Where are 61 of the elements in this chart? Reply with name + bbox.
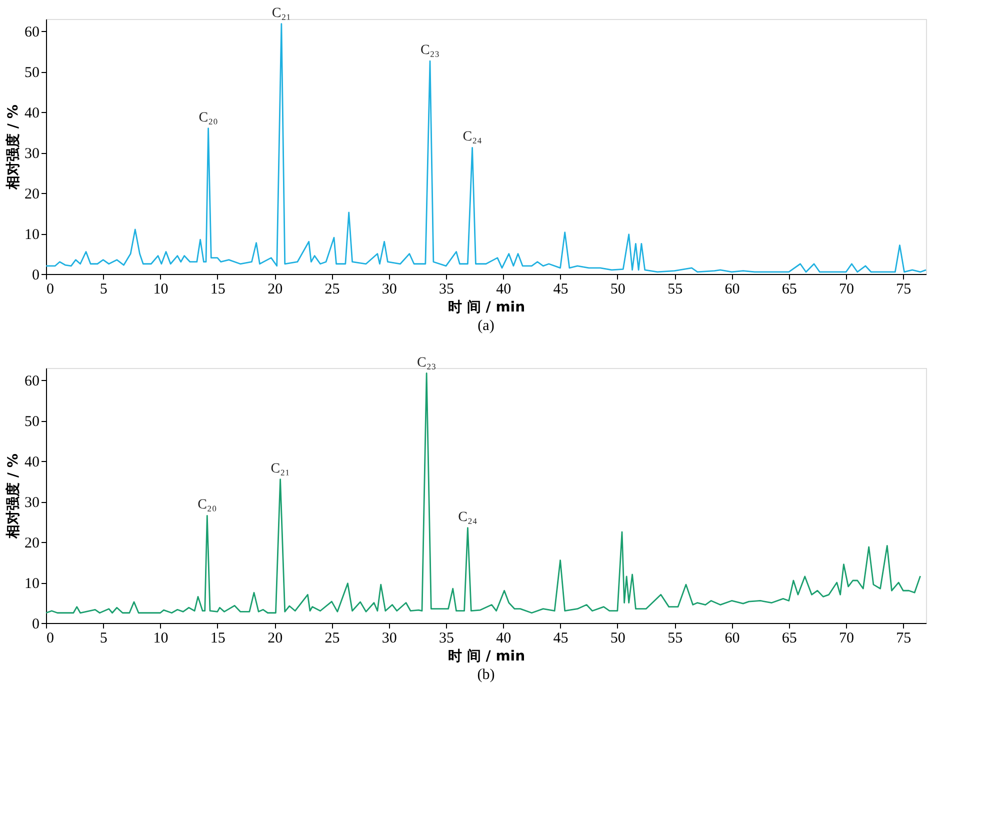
x-tick-label: 15 xyxy=(210,282,226,298)
x-tick-label: 70 xyxy=(839,630,854,646)
annotation: C₂₃ xyxy=(417,355,436,370)
x-tick-label: 55 xyxy=(668,630,683,646)
annotation: C₂₁ xyxy=(270,461,290,476)
x-tick-label: 20 xyxy=(268,630,283,646)
text: (a) xyxy=(478,318,494,334)
annotation: C₂₄ xyxy=(462,130,482,145)
y-tick-label: 60 xyxy=(24,374,40,390)
x-tick-label: 5 xyxy=(100,630,108,646)
x-tick-label: 70 xyxy=(839,282,854,298)
x-tick-label: 65 xyxy=(782,282,797,298)
y-tick-label: 10 xyxy=(24,576,40,592)
x-tick-label: 25 xyxy=(324,630,340,646)
y-tick-label: 30 xyxy=(24,495,40,512)
x-tick-label: 20 xyxy=(268,282,283,298)
x-tick-label: 45 xyxy=(553,282,568,298)
annotation: C₂₀ xyxy=(198,110,218,126)
y-tick-label: 0 xyxy=(32,268,40,284)
annotation: C₂₄ xyxy=(458,510,478,525)
x-tick-label: 40 xyxy=(496,630,512,646)
line-series xyxy=(45,372,921,614)
x-tick-label: 30 xyxy=(382,630,397,646)
x-tick-label: 60 xyxy=(724,630,740,646)
x-tick-label: 5 xyxy=(100,282,108,298)
annotation: C₂₁ xyxy=(272,6,291,21)
x-tick-label: 45 xyxy=(553,630,568,646)
x-tick-label: 75 xyxy=(896,630,912,646)
annotation: C₂₀ xyxy=(198,498,217,513)
y-tick-label: 10 xyxy=(24,227,40,244)
x-axis-title: 时 间 / min xyxy=(448,300,526,316)
x-tick-label: 75 xyxy=(896,282,912,298)
x-tick-label: 0 xyxy=(46,630,54,646)
x-tick-label: 65 xyxy=(782,630,797,646)
y-tick-label: 20 xyxy=(24,536,40,552)
y-axis-title: 相对强度 / % xyxy=(4,454,22,540)
y-tick-label: 0 xyxy=(32,616,40,632)
x-tick-label: 35 xyxy=(439,282,454,298)
x-tick-label: 15 xyxy=(210,630,226,646)
y-tick-label: 30 xyxy=(24,146,40,162)
x-tick-label: 35 xyxy=(439,630,454,646)
y-tick-label: 40 xyxy=(24,454,40,471)
text: (b) xyxy=(477,667,495,683)
x-tick-label: 30 xyxy=(382,282,397,298)
y-tick-label: 40 xyxy=(24,106,40,122)
x-tick-label: 55 xyxy=(668,282,683,298)
y-tick-label: 50 xyxy=(24,65,40,82)
x-tick-label: 10 xyxy=(153,630,168,646)
x-tick-label: 40 xyxy=(496,282,512,298)
x-axis-title: 时 间 / min xyxy=(448,648,526,664)
x-tick-label: 0 xyxy=(46,282,54,298)
x-tick-label: 10 xyxy=(153,282,168,298)
y-tick-label: 50 xyxy=(24,414,40,430)
x-tick-label: 25 xyxy=(324,282,340,298)
x-tick-label: 50 xyxy=(610,282,626,298)
x-tick-label: 50 xyxy=(610,630,626,646)
y-tick-label: 60 xyxy=(24,24,40,41)
y-tick-label: 20 xyxy=(24,186,40,203)
annotation: C₂₃ xyxy=(420,43,440,58)
y-axis-title: 相对强度 / % xyxy=(4,104,22,190)
x-tick-label: 60 xyxy=(724,282,740,298)
